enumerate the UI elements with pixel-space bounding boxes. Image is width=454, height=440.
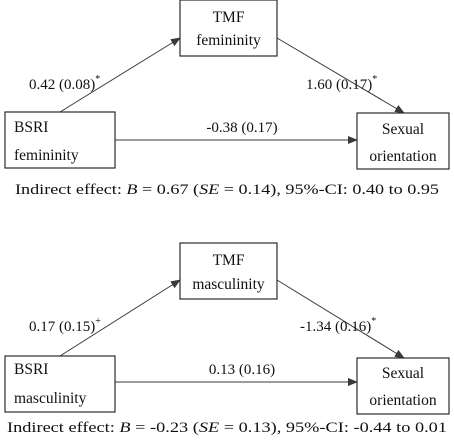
outcome-box xyxy=(356,357,450,415)
arrow-predictor-to-mediator xyxy=(59,279,181,357)
predictor-label-line2: masculinity xyxy=(14,390,87,407)
path-a-significance: * xyxy=(95,74,100,85)
path-a-coefficient: 0.17 (0.15)+ xyxy=(29,316,101,335)
mediator-label-line2: femininity xyxy=(196,32,261,49)
path-b-significance: * xyxy=(371,316,376,327)
outcome-label-line1: Sexual xyxy=(382,121,424,138)
path-b-significance: * xyxy=(372,74,377,85)
mediator-label-line1: TMF xyxy=(213,252,245,269)
mediator-label-line1: TMF xyxy=(213,9,245,26)
panel-femininity: TMF femininity BSRI femininity Sexual or… xyxy=(4,0,450,198)
predictor-box xyxy=(4,355,116,413)
path-b-coefficient: 1.60 (0.17)* xyxy=(306,74,377,93)
predictor-box xyxy=(4,111,116,169)
arrow-predictor-to-mediator xyxy=(59,37,181,113)
path-a-coefficient: 0.42 (0.08)* xyxy=(29,74,100,93)
path-c-coefficient: -0.38 (0.17) xyxy=(206,120,277,136)
mediator-box xyxy=(179,0,278,57)
arrow-mediator-to-outcome xyxy=(276,279,405,359)
predictor-label-line1: BSRI xyxy=(14,361,48,378)
outcome-label-line2: orientation xyxy=(369,392,436,409)
panel-masculinity: TMF masculinity BSRI masculinity Sexual … xyxy=(4,242,450,436)
predictor-label-line2: femininity xyxy=(14,147,79,164)
outcome-box xyxy=(356,112,450,170)
path-c-coefficient: 0.13 (0.16) xyxy=(209,362,275,378)
mediator-box xyxy=(179,242,278,300)
outcome-label-line2: orientation xyxy=(369,148,436,165)
path-b-coefficient: -1.34 (0.16)* xyxy=(300,316,376,335)
indirect-effect-text: Indirect effect: B = 0.67 (SE = 0.14), 9… xyxy=(15,182,439,198)
outcome-label-line1: Sexual xyxy=(382,365,424,382)
arrow-mediator-to-outcome xyxy=(276,37,405,114)
path-a-significance: + xyxy=(95,316,101,327)
indirect-effect-text: Indirect effect: B = -0.23 (SE = 0.13), … xyxy=(7,420,447,436)
mediator-label-line2: masculinity xyxy=(192,276,265,293)
predictor-label-line1: BSRI xyxy=(14,119,48,136)
